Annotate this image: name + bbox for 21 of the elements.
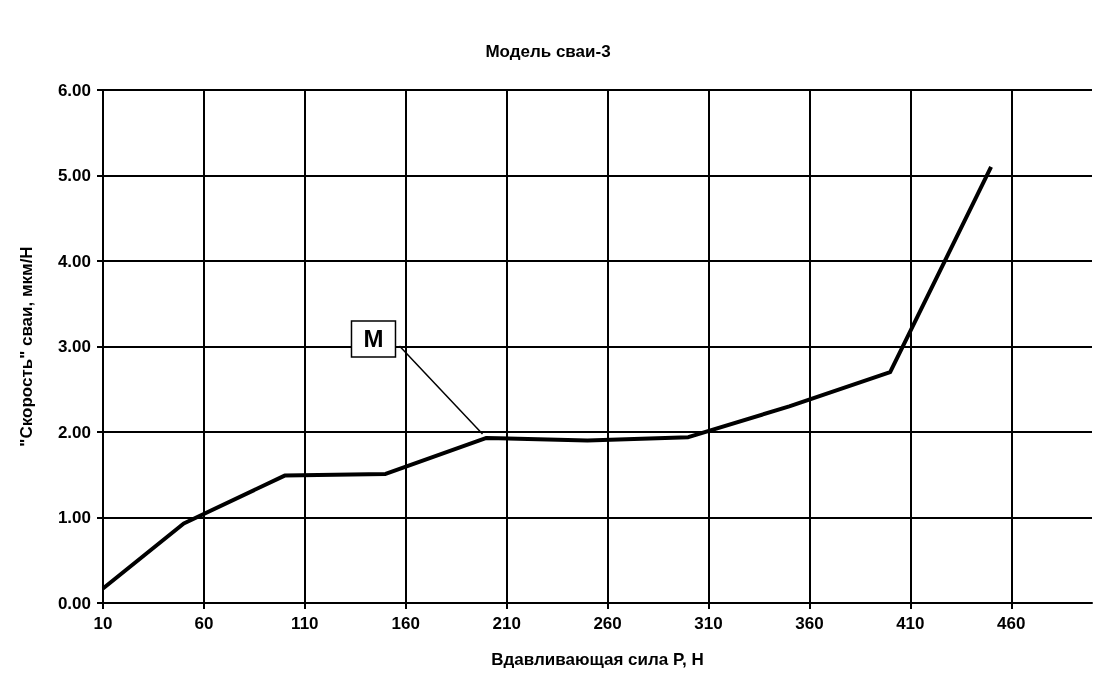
x-tick-label: 310 [694,614,723,633]
x-tick-label: 210 [492,614,521,633]
x-tick-label: 410 [896,614,925,633]
chart-title: Модель сваи-3 [485,42,611,61]
x-axis-title: Вдавливающая сила P, Н [491,650,704,669]
y-tick-label: 3.00 [57,337,91,356]
x-tick-label: 460 [997,614,1026,633]
y-tick-label: 6.00 [57,80,91,100]
y-tick-label: 5.00 [57,166,91,185]
y-tick-label: 1.00 [57,508,91,527]
x-tick-label: 10 [93,614,113,633]
y-tick-label: 4.00 [57,251,91,271]
y-axis-title: "Скорость" сваи, мкм/Н [17,246,36,447]
x-tick-label: 160 [391,614,420,633]
y-tick-label: 0.00 [57,593,91,613]
x-tick-label: 60 [194,614,214,633]
x-tick-label: 260 [593,614,622,633]
annotation: M [363,325,384,353]
x-tick-label: 110 [291,614,319,633]
x-tick-label: 360 [795,614,824,633]
y-tick-label: 2.00 [57,422,91,442]
